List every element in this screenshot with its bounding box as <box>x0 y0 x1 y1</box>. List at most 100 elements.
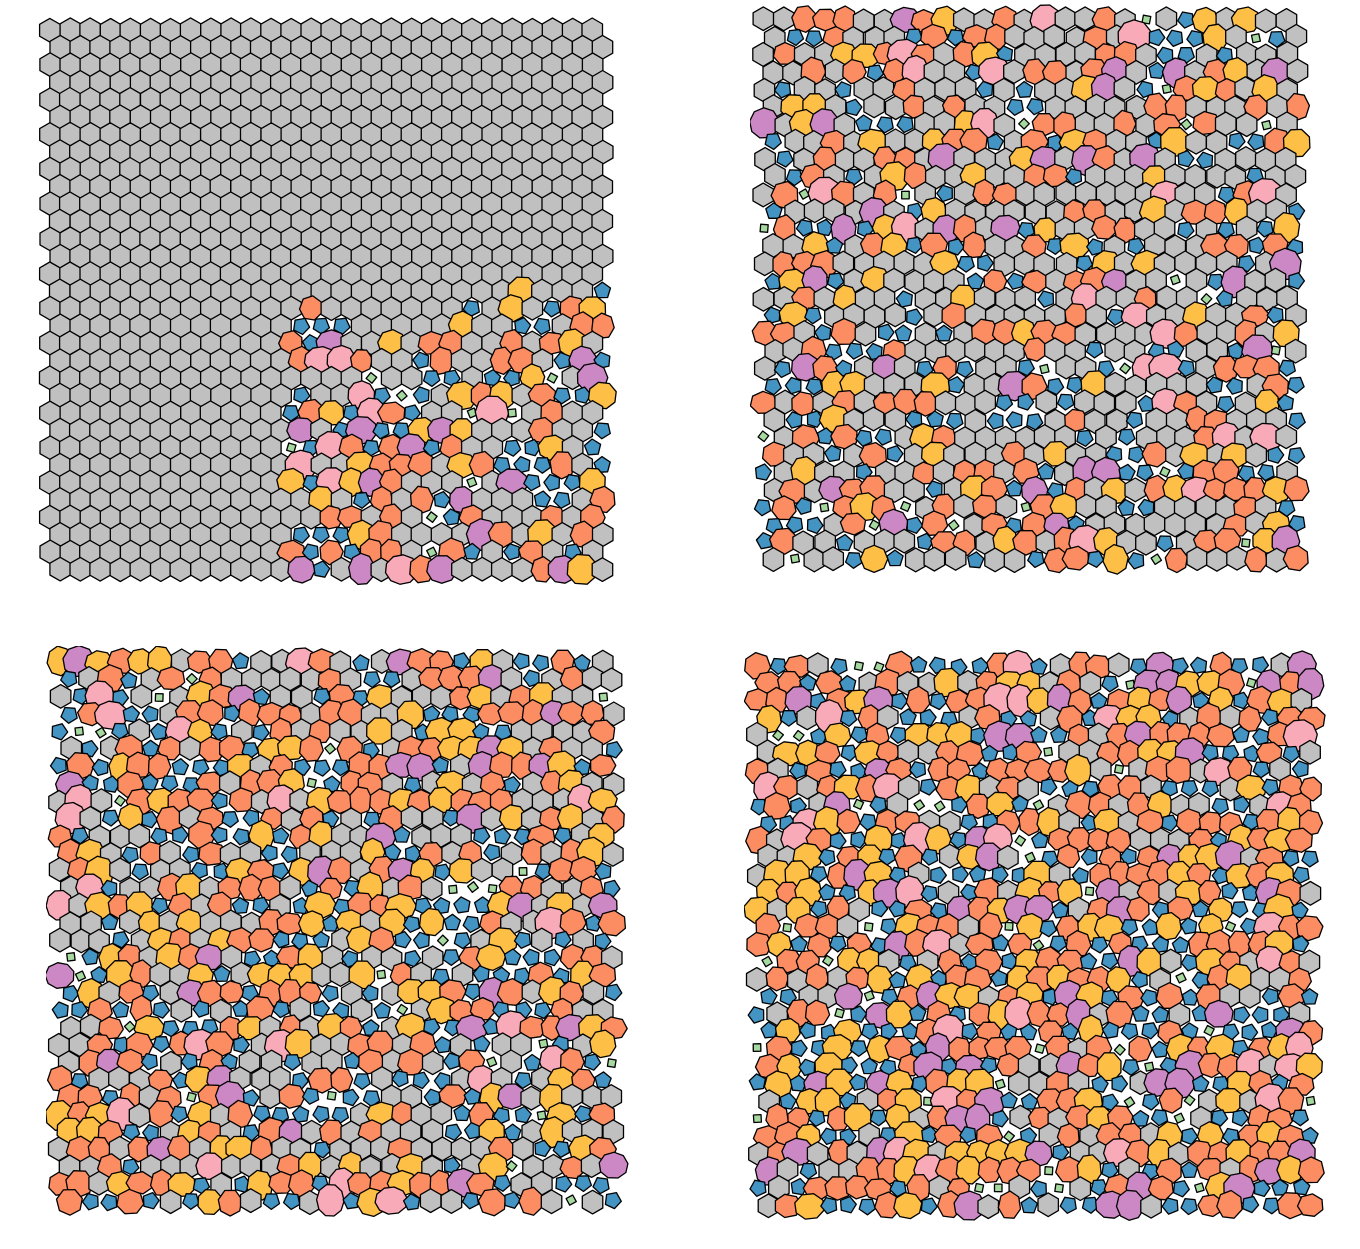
square-cell <box>1270 345 1281 356</box>
pentagon-cell <box>412 1071 430 1090</box>
pentagon-cell <box>514 316 532 335</box>
square-cell <box>74 970 87 982</box>
pentagon-cell <box>1026 98 1044 116</box>
pentagon-cell <box>62 984 80 1003</box>
pentagon-cell <box>784 376 802 395</box>
pentagon-cell <box>1040 778 1058 796</box>
heptagon-cell <box>1165 755 1195 785</box>
hexagon-cell <box>1238 983 1261 1009</box>
pentagon-cell <box>594 932 612 951</box>
pentagon-cell <box>1101 1021 1119 1039</box>
square-cell <box>772 729 785 742</box>
pentagon-cell <box>1251 1006 1269 1024</box>
square-cell <box>1245 677 1257 689</box>
hexagon-cell <box>419 1188 442 1214</box>
pentagon-cell <box>1081 780 1100 798</box>
pentagon-cell <box>838 674 857 692</box>
hexagon-cell <box>884 95 907 121</box>
pentagon-cell <box>443 1156 461 1175</box>
pentagon-cell <box>81 1192 99 1211</box>
pentagon-cell <box>855 114 873 132</box>
square-cell <box>1224 920 1237 933</box>
pentagon-cell <box>252 688 271 706</box>
hexagon-cell <box>511 557 534 583</box>
heptagon-cell <box>219 980 245 1004</box>
square-cell <box>1054 1183 1064 1194</box>
square-cell <box>863 990 875 1002</box>
pentagon-cell <box>182 845 200 864</box>
hexagon-cell <box>953 493 975 519</box>
square-cell <box>834 1007 845 1019</box>
pentagon-cell <box>1001 952 1019 970</box>
heptagon-cell <box>1206 723 1235 748</box>
hexagon-cell <box>1079 670 1102 696</box>
square-cell <box>426 546 438 558</box>
hexagon-cell <box>440 1188 463 1214</box>
pentagon-cell <box>906 308 923 326</box>
pentagon-cell <box>1118 428 1136 446</box>
pentagon-cell <box>293 317 311 336</box>
square-cell <box>1003 1130 1016 1143</box>
pentagon-cell <box>848 1073 867 1091</box>
heptagon-cell <box>227 1099 254 1129</box>
square-cell <box>324 742 337 755</box>
pentagon-cell <box>170 1105 188 1123</box>
pentagon-cell <box>443 1052 460 1070</box>
pentagon-cell <box>894 324 913 342</box>
pentagon-cell <box>422 370 441 388</box>
pentagon-cell <box>382 671 401 688</box>
pentagon-cell <box>1191 1075 1210 1093</box>
pentagon-cell <box>886 445 904 463</box>
pentagon-cell <box>231 652 250 670</box>
pentagon-cell <box>313 759 331 777</box>
hexagon-cell <box>130 683 153 709</box>
pentagon-cell <box>1225 377 1243 395</box>
square-cell <box>546 372 559 384</box>
pentagon-cell <box>1111 1075 1129 1093</box>
hexagon-cell <box>90 788 113 814</box>
hexagon-cell <box>964 337 986 363</box>
pentagon-cell <box>858 1198 877 1216</box>
square-cell <box>947 519 960 532</box>
heptagon-cell <box>1282 544 1309 572</box>
pentagon-cell <box>747 1006 765 1024</box>
square-cell <box>974 1182 985 1194</box>
hexagon-cell <box>1104 371 1126 397</box>
hexagon-cell <box>753 355 776 381</box>
pentagon-cell <box>1233 795 1251 814</box>
hexagon-cell <box>400 365 423 391</box>
pentagon-cell <box>820 1196 838 1215</box>
pentagon-cell <box>1189 656 1208 675</box>
hexagon-cell <box>490 557 513 582</box>
hexagon-cell <box>1037 1192 1060 1218</box>
pentagon-cell <box>402 1193 421 1211</box>
pentagon-cell <box>533 457 552 474</box>
hexagon-cell <box>581 1189 604 1215</box>
pentagon-cell <box>1231 1109 1249 1127</box>
pentagon-cell <box>1247 133 1265 151</box>
heptagon-cell <box>476 702 504 726</box>
pentagon-cell <box>453 1104 471 1122</box>
pentagon-cell <box>1232 725 1250 744</box>
heptagon-cell <box>997 1190 1022 1219</box>
pentagon-cell <box>755 532 773 550</box>
pentagon-cell <box>1011 794 1029 812</box>
hexagon-cell <box>1275 424 1298 450</box>
heptagon-cell <box>559 1155 585 1180</box>
pentagon-cell <box>1230 658 1249 676</box>
square-cell <box>1125 679 1136 690</box>
pentagon-cell <box>830 658 848 676</box>
hexagon-cell <box>893 528 916 554</box>
square-cell <box>486 1056 498 1068</box>
heptagon-cell <box>1043 547 1069 574</box>
octagon-cell <box>428 786 455 814</box>
pentagon-cell <box>1101 675 1119 693</box>
pentagon-cell <box>150 827 168 845</box>
nonagon-cell <box>287 555 316 584</box>
pentagon-cell <box>584 1053 602 1071</box>
hexagon-cell <box>480 806 503 832</box>
pentagon-cell <box>763 306 781 324</box>
square-cell <box>1175 972 1187 984</box>
pentagon-cell <box>555 1175 573 1193</box>
hexagon-cell <box>803 547 826 573</box>
